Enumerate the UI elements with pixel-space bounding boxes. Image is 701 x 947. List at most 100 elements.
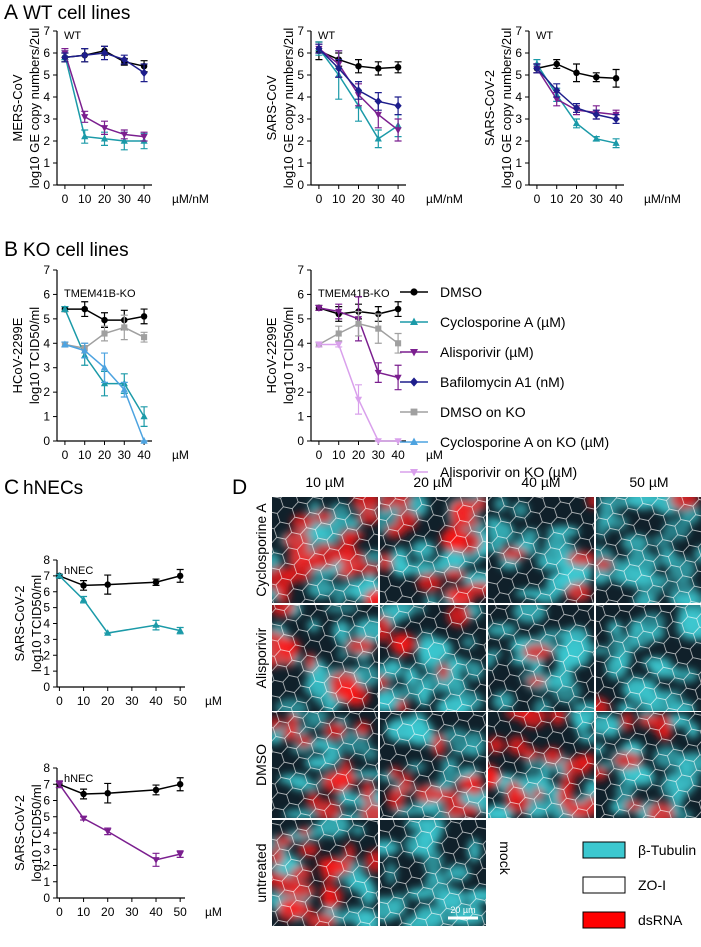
- x-tick-label: 0: [62, 448, 69, 462]
- y-tick-label: 3: [297, 361, 304, 375]
- legend-label: DMSO: [440, 284, 482, 300]
- marker: [140, 133, 148, 141]
- panel-title: WT cell lines: [23, 3, 130, 24]
- micrograph: [380, 820, 486, 926]
- marker: [101, 316, 108, 324]
- micrograph-content: [596, 712, 701, 818]
- stain-label: β-Tubulin: [638, 842, 696, 858]
- marker: [553, 86, 561, 95]
- x-tick-label: 20: [98, 448, 112, 462]
- legend-marker: [410, 408, 418, 416]
- marker: [120, 385, 128, 393]
- mock-label: mock: [497, 841, 513, 875]
- y-tick-label: 6: [43, 585, 50, 599]
- y-tick-label: 5: [297, 68, 304, 82]
- marker: [101, 330, 108, 337]
- x-tick-label: 40: [391, 192, 405, 206]
- y-tick-label: 1: [43, 875, 50, 889]
- x-unit-label: µM: [205, 694, 222, 708]
- micrograph: [596, 497, 701, 603]
- annotation: WT: [318, 30, 335, 42]
- x-tick-label: 40: [137, 448, 151, 462]
- marker: [152, 621, 160, 628]
- x-tick-label: 30: [372, 192, 386, 206]
- legend-marker: [410, 377, 418, 387]
- y-tick-label: 3: [43, 842, 50, 856]
- x-tick-label: 10: [332, 192, 346, 206]
- y-tick-label: 2: [515, 134, 522, 148]
- micrograph-content: [380, 820, 486, 926]
- marker: [374, 111, 382, 119]
- y-axis-label: HCoV-2299E: [264, 317, 279, 393]
- y-tick-label: 2: [297, 385, 304, 399]
- x-unit-label: µM: [205, 905, 222, 919]
- micrograph-content: [488, 497, 594, 603]
- column-label: 50 µM: [629, 474, 668, 490]
- marker: [140, 412, 148, 420]
- y-tick-label: 2: [43, 385, 50, 399]
- micrograph: [488, 712, 594, 818]
- marker: [120, 55, 128, 64]
- y-axis-label: SARS-CoV: [264, 75, 279, 140]
- marker: [315, 44, 323, 53]
- marker: [335, 308, 343, 316]
- legend-marker: [410, 469, 418, 477]
- marker: [394, 64, 402, 71]
- stain-swatch: [582, 876, 626, 894]
- micrograph: [596, 605, 701, 711]
- marker: [61, 53, 69, 62]
- micrograph: [596, 712, 701, 818]
- y-tick-label: 7: [297, 24, 304, 38]
- y-tick-label: 8: [43, 761, 50, 775]
- zo1-network: [380, 497, 486, 603]
- y-axis-label: log10 GE copy numbers/2ul: [281, 28, 296, 189]
- panel-title: KO cell lines: [23, 240, 129, 261]
- marker: [612, 75, 620, 82]
- panel-letter: D: [232, 476, 247, 499]
- zo1-network: [380, 605, 486, 711]
- zo1-network: [488, 497, 594, 603]
- y-tick-label: 0: [43, 891, 50, 905]
- micrograph-content: [488, 605, 594, 711]
- y-tick-label: 6: [43, 287, 50, 301]
- y-tick-label: 4: [297, 336, 304, 350]
- marker: [61, 340, 69, 348]
- zo1-network: [596, 497, 701, 603]
- y-axis-label: SARS-CoV-2: [482, 70, 497, 146]
- row-label: Cyclosporine A: [253, 503, 269, 597]
- micrograph: [272, 605, 378, 711]
- legend-marker: [410, 317, 418, 325]
- x-tick-label: 10: [78, 448, 92, 462]
- y-tick-label: 1: [297, 410, 304, 424]
- y-tick-label: 5: [43, 68, 50, 82]
- legend-label: Alisporivir (µM): [440, 344, 534, 360]
- marker: [354, 396, 363, 404]
- y-tick-label: 0: [43, 434, 50, 448]
- x-tick-label: 10: [78, 192, 92, 206]
- marker: [375, 65, 382, 72]
- micrograph: [272, 497, 378, 603]
- x-unit-label: µM/nM: [426, 192, 463, 206]
- micrograph: [380, 605, 486, 711]
- marker: [533, 60, 541, 67]
- column-label: 40 µM: [521, 474, 560, 490]
- marker: [100, 125, 109, 132]
- x-tick-label: 0: [56, 905, 63, 919]
- legend-label: DMSO on KO: [440, 404, 526, 420]
- annotation: TMEM41B-KO: [64, 288, 136, 300]
- marker: [176, 626, 184, 634]
- marker: [394, 374, 402, 382]
- y-tick-label: 5: [43, 312, 50, 326]
- y-tick-label: 8: [43, 553, 50, 567]
- x-tick-label: 0: [56, 694, 63, 708]
- y-tick-label: 4: [43, 826, 50, 840]
- zo1-network: [272, 820, 378, 926]
- marker: [593, 73, 600, 81]
- stain-label: dsRNA: [638, 912, 683, 928]
- marker: [354, 86, 363, 95]
- marker: [104, 629, 112, 636]
- series-line: [59, 783, 181, 795]
- marker: [176, 851, 184, 859]
- marker: [176, 781, 184, 788]
- marker: [592, 110, 600, 119]
